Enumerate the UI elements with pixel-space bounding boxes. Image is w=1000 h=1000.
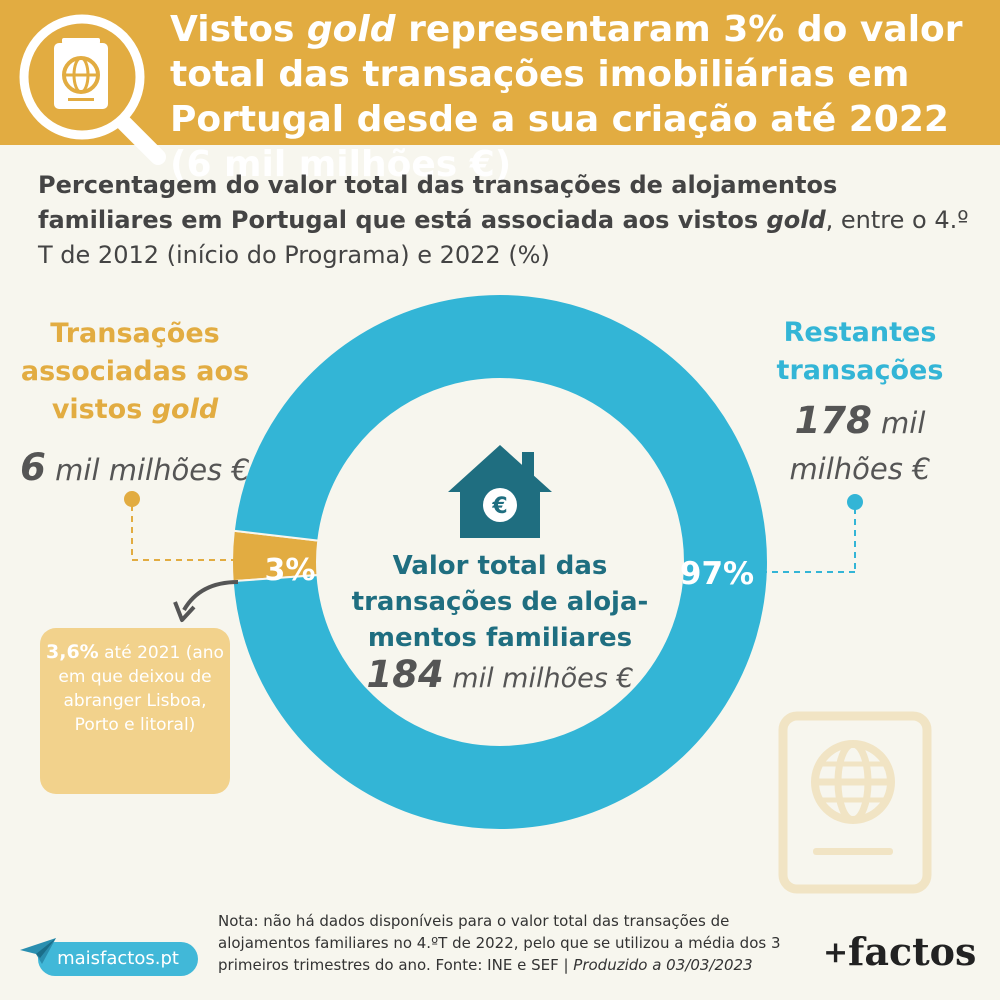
site-link[interactable]: maisfactos.pt (57, 948, 179, 969)
header-banner (0, 0, 1000, 145)
brand-logo-plus: + (823, 935, 849, 970)
gold-leader-dot (124, 491, 140, 507)
blue-leader-dot (847, 494, 863, 510)
blue-series-label: Restantes transações (776, 317, 944, 386)
passport-icon (778, 711, 932, 894)
house-euro-icon: € (448, 445, 552, 538)
curved-arrow-icon (182, 580, 239, 612)
slice-label-blue: 97% (680, 556, 754, 592)
magnifier-passport-icon (19, 14, 166, 165)
gold-series-label: Transações associadas aos vistos gold (20, 318, 250, 425)
gold-series-value: 6 mil milhões € (20, 446, 250, 489)
brand-logo: factos (848, 929, 977, 974)
slice-label-gold: 3% (265, 553, 316, 588)
donut-hole (317, 379, 683, 745)
note-box (40, 628, 230, 794)
paper-plane-icon (20, 938, 56, 964)
svg-text:€: € (491, 494, 507, 519)
center-label: Valor total das transações de aloja-ment… (351, 551, 649, 653)
footnote: Nota: não há dados disponíveis para o va… (218, 912, 781, 974)
page-title: Vistos gold representaram 3% do valor to… (170, 9, 963, 185)
site-link-pill[interactable] (38, 942, 198, 976)
blue-series-value: 178 mil milhões € (789, 399, 931, 486)
center-value: 184 mil milhões € (366, 653, 634, 696)
note-box-text: 3,6% até 2021 (ano em que deixou de abra… (46, 641, 224, 735)
chart-subtitle: Percentagem do valor total das transaçõe… (38, 171, 969, 269)
